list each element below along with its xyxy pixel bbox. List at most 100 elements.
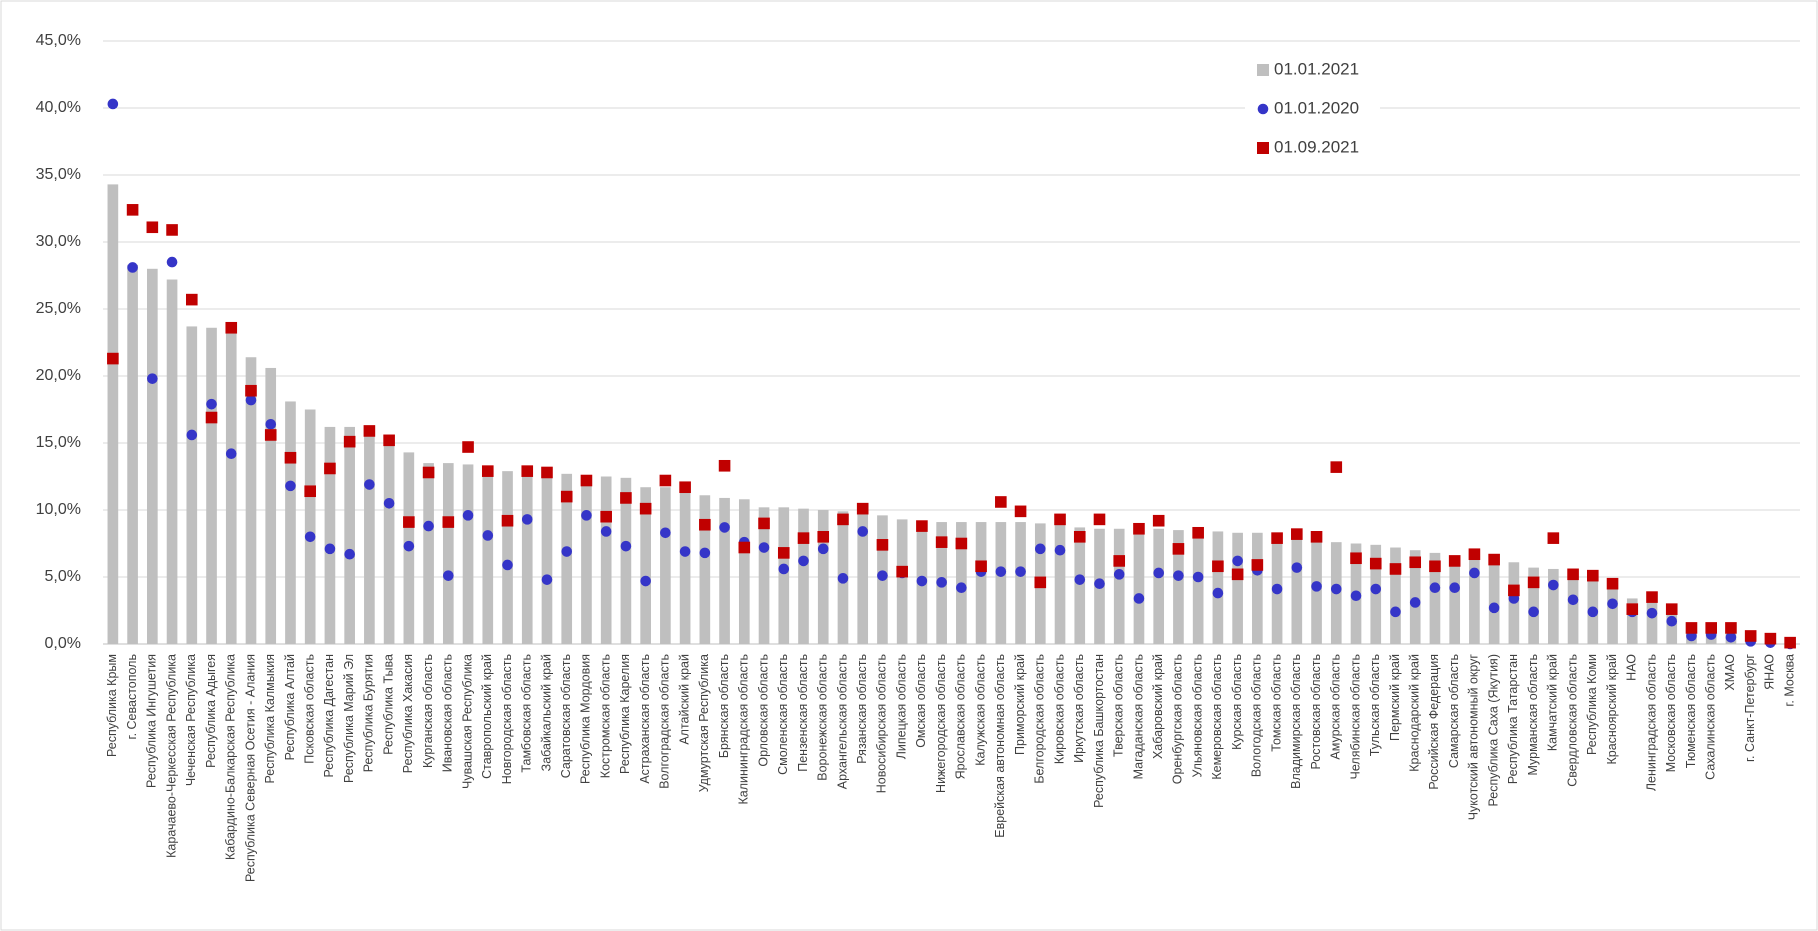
square-marker [1389,563,1402,575]
y-tick-label: 10,0% [36,501,81,518]
x-tick-label: Воронежская область [816,654,830,781]
bar [364,429,375,644]
dot [857,526,869,537]
square-marker [146,221,159,234]
bar [541,472,553,644]
dot [1646,607,1658,619]
x-tick-label: Курская область [1230,654,1244,750]
square-marker [1093,513,1106,526]
bar [1311,540,1322,644]
x-tick-label: Вологодская область [1250,654,1264,777]
square-marker [620,492,632,504]
dot [877,570,888,581]
x-tick-label: Краснодарский край [1408,654,1422,772]
bar [383,438,395,644]
square-marker [896,565,908,578]
bar [561,473,573,644]
bar [1646,601,1658,644]
legend-swatch [1257,142,1269,154]
square-marker [1705,622,1718,634]
bar [758,507,770,644]
bar [1232,532,1243,644]
square-marker [1744,630,1757,642]
y-tick-label: 20,0% [36,367,81,384]
x-tick-label: Брянская область [717,654,731,758]
square-marker [955,537,968,550]
bar [798,508,809,644]
dot [699,547,711,559]
x-tick-label: Магаданская область [1131,654,1145,779]
bar [1390,547,1401,644]
dot [1607,598,1618,610]
square-marker [580,474,593,487]
bar [1133,528,1145,644]
bar [1567,570,1579,644]
square-marker [1448,555,1461,567]
bar [265,367,277,644]
dot [147,373,158,384]
x-tick-label: Новгородская область [500,654,514,784]
bar [1548,568,1559,644]
x-tick-label: ХМАО [1723,654,1737,691]
dot [462,510,474,521]
square-marker [1725,622,1737,634]
x-tick-label: Тамбовская область [520,654,534,773]
x-tick-label: Белгородская область [1033,654,1047,784]
dot [1449,582,1460,594]
x-tick-label: Орловская область [756,654,770,767]
x-tick-label: Липецкая область [894,654,908,759]
bar [600,476,612,644]
bar [1291,539,1303,644]
square-marker [1034,576,1047,589]
dot [482,530,494,541]
dot [798,555,809,567]
dot [285,480,296,492]
x-tick-label: Архангельская область [835,654,849,789]
x-tick-label: Сахалинская область [1704,654,1718,780]
x-tick-label: Московская область [1664,654,1678,772]
dot [660,527,671,539]
bar [719,497,730,644]
dot [719,522,730,533]
dot [364,479,375,490]
square-marker [738,541,751,554]
x-tick-label: Ленинградская область [1644,654,1658,791]
x-tick-label: Волгоградская область [658,654,672,789]
dot [620,540,632,552]
bar [1429,552,1441,644]
bar [699,495,711,644]
bar [1113,528,1125,644]
dot [403,540,415,552]
dot [1173,570,1184,581]
x-tick-label: Забайкальский край [539,654,553,771]
square-marker [1508,584,1520,597]
bar [1370,544,1382,644]
x-tick-label: Астраханская область [638,654,652,784]
square-marker [1764,632,1777,645]
x-tick-label: Ульяновская область [1190,654,1204,778]
x-tick-label: Республика Башкортостан [1092,654,1106,808]
dot [245,394,257,406]
square-marker [600,510,612,523]
dot [1330,583,1342,595]
y-tick-label: 40,0% [36,99,81,116]
x-tick-label: Ставропольский край [480,654,494,779]
bar [521,471,533,644]
x-tick-label: Чувашская Республика [460,654,474,789]
bar [225,329,237,644]
bar [245,357,257,644]
x-tick-label: Чукотский автономный округ [1467,654,1481,821]
dot [206,398,217,410]
square-marker [1073,531,1086,543]
dot [1725,632,1737,643]
square-marker [699,518,711,531]
square-marker [1271,532,1283,544]
x-tick-label: Омская область [914,654,928,748]
dot [1034,543,1046,555]
x-tick-label: Республика Коми [1585,654,1599,755]
dot [581,510,592,521]
dot [936,577,947,588]
x-tick-label: Челябинская область [1348,654,1362,779]
dot [1390,606,1401,618]
dot [1291,562,1303,573]
